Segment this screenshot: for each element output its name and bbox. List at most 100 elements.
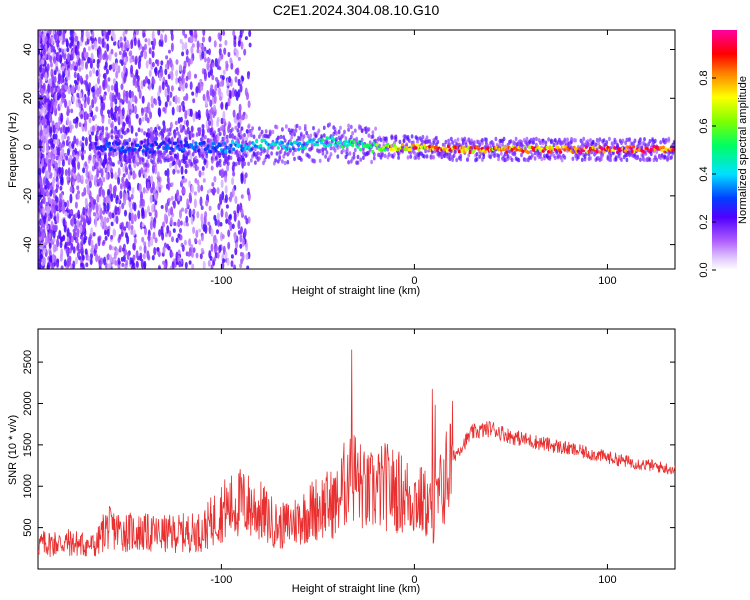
heat-noise-cell: [88, 154, 92, 161]
heat-noise-cell: [40, 218, 44, 228]
heat-noise-cell: [165, 81, 168, 87]
heat-halo-cell: [258, 156, 261, 161]
heat-noise-cell: [130, 64, 134, 75]
heat-noise-cell: [106, 228, 110, 237]
heat-noise-cell: [200, 82, 204, 91]
heat-noise-cell: [220, 179, 224, 189]
heat-noise-cell: [232, 30, 236, 37]
heat-noise-cell: [88, 82, 92, 88]
heat-noise-cell: [169, 91, 173, 98]
heat-noise-cell: [244, 172, 248, 179]
heat-halo-cell: [128, 159, 132, 164]
heat-noise-cell: [245, 217, 249, 225]
heat-noise-cell: [178, 64, 182, 72]
heat-noise-cell: [228, 76, 232, 83]
heat-noise-cell: [117, 260, 121, 265]
heat-noise-cell: [89, 70, 92, 78]
heat-core-cell: [241, 146, 245, 151]
heat-halo-cell: [195, 132, 199, 137]
heat-noise-cell: [141, 207, 145, 217]
heat-noise-cell: [101, 116, 105, 124]
heat-noise-cell: [53, 76, 57, 84]
heat-noise-cell: [181, 83, 185, 92]
heat-noise-cell: [46, 191, 50, 197]
heat-halo-cell: [428, 139, 432, 144]
heat-halo-cell: [328, 155, 332, 160]
heat-noise-cell: [60, 265, 64, 269]
heat-noise-cell: [224, 102, 228, 111]
heat-noise-cell: [38, 262, 41, 269]
heat-noise-cell: [174, 94, 178, 105]
heat-halo-cell: [281, 127, 284, 132]
heat-noise-cell: [169, 216, 173, 226]
heat-noise-cell: [105, 53, 109, 62]
heat-noise-cell: [72, 180, 76, 186]
heat-noise-cell: [38, 101, 41, 109]
heat-noise-cell: [240, 41, 244, 50]
heat-halo-cell: [251, 126, 255, 131]
heat-halo-cell: [293, 132, 296, 137]
heat-halo-cell: [322, 133, 326, 138]
heat-noise-cell: [106, 217, 110, 223]
heat-noise-cell: [106, 43, 110, 52]
heat-noise-cell: [213, 94, 217, 104]
heat-noise-cell: [183, 239, 187, 246]
heat-halo-cell: [394, 134, 398, 139]
heat-noise-cell: [102, 53, 106, 61]
heat-noise-cell: [224, 211, 228, 219]
heat-noise-cell: [119, 190, 123, 200]
heat-noise-cell: [53, 149, 57, 155]
heat-noise-cell: [181, 41, 185, 51]
heat-noise-cell: [133, 237, 137, 245]
heat-noise-cell: [84, 210, 88, 217]
heat-noise-cell: [151, 164, 155, 174]
heat-noise-cell: [144, 75, 148, 84]
heat-noise-cell: [226, 163, 230, 172]
heat-halo-cell: [513, 152, 517, 157]
heat-noise-cell: [48, 100, 52, 109]
heat-core-cell: [168, 140, 172, 145]
heat-noise-cell: [192, 98, 196, 104]
heat-noise-cell: [47, 47, 51, 54]
heat-noise-cell: [87, 130, 91, 136]
heat-halo-cell: [181, 143, 184, 148]
heat-noise-cell: [207, 260, 211, 267]
heat-halo-cell: [175, 154, 179, 160]
heat-halo-cell: [506, 154, 510, 159]
heat-halo-cell: [353, 147, 357, 153]
heat-noise-cell: [166, 176, 170, 184]
heat-noise-cell: [217, 203, 221, 211]
heat-noise-cell: [203, 72, 207, 82]
heat-halo-cell: [159, 159, 163, 164]
heat-noise-cell: [130, 212, 134, 222]
heat-halo-cell: [379, 137, 383, 143]
heat-noise-cell: [164, 101, 168, 108]
heat-noise-cell: [193, 198, 197, 209]
heat-noise-cell: [142, 253, 146, 260]
heat-noise-cell: [38, 167, 42, 176]
heat-noise-cell: [88, 180, 92, 189]
heat-halo-cell: [362, 155, 365, 160]
heat-halo-cell: [360, 128, 364, 133]
heat-noise-cell: [51, 253, 55, 263]
heat-noise-cell: [85, 61, 88, 70]
heat-noise-cell: [72, 95, 76, 103]
heat-halo-cell: [159, 130, 163, 136]
heat-core-cell: [338, 140, 343, 144]
heat-noise-cell: [123, 36, 127, 42]
heat-noise-cell: [74, 201, 78, 209]
heat-noise-cell: [205, 200, 209, 205]
heat-noise-cell: [107, 163, 111, 172]
heat-noise-cell: [64, 169, 68, 176]
heat-halo-cell: [149, 126, 153, 132]
heat-noise-cell: [177, 117, 181, 124]
heat-halo-cell: [472, 140, 476, 145]
heat-noise-cell: [143, 244, 147, 254]
heat-noise-cell: [149, 220, 153, 231]
heat-halo-cell: [663, 154, 667, 159]
heat-core-cell: [510, 148, 514, 152]
heat-noise-cell: [39, 201, 43, 209]
heat-halo-cell: [580, 140, 584, 145]
heat-noise-cell: [132, 262, 136, 269]
heat-noise-cell: [149, 194, 153, 204]
